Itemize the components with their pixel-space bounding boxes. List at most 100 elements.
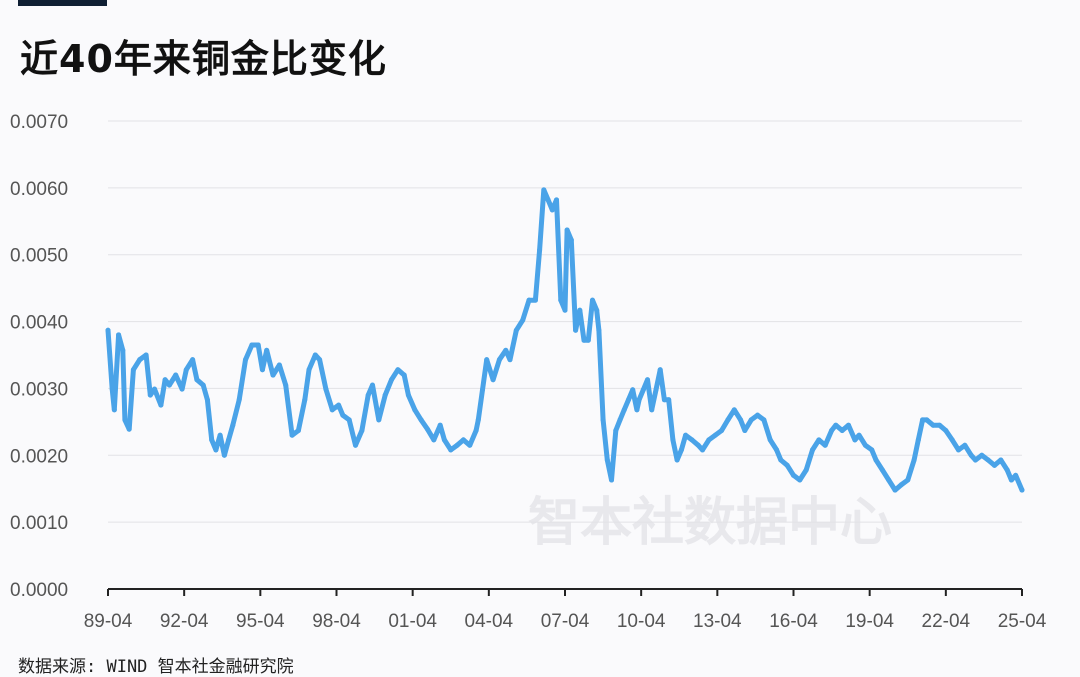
data-point [573,327,579,333]
y-tick-label: 0.0060 [10,179,68,200]
data-point [475,417,481,423]
data-point [810,447,816,453]
data-point [147,392,153,398]
data-point [803,467,809,473]
data-point [289,432,295,438]
data-point [991,462,997,468]
data-point [829,428,835,434]
data-point [109,386,115,392]
data-point [594,307,600,313]
x-tick-label: 95-04 [236,611,285,632]
data-point [230,422,236,428]
data-point [873,457,879,463]
data-point [791,472,796,478]
data-point [943,428,949,434]
data-point [120,347,126,353]
data-point [255,342,261,348]
data-point [460,437,466,443]
data-point [924,417,930,423]
data-point [473,428,479,434]
data-point [689,437,695,443]
data-point [738,417,744,423]
data-point [930,422,936,428]
data-point [158,402,164,408]
x-tick-label: 01-04 [388,611,437,632]
data-point [719,428,725,434]
x-tick-label: 92-04 [160,611,209,632]
data-point [816,437,822,443]
data-point [295,428,301,434]
data-point [484,357,490,363]
data-point [657,367,663,373]
data-point [359,428,365,434]
data-point [526,297,532,303]
data-point [856,432,862,438]
data-point [365,392,371,398]
data-point [401,372,407,378]
data-point [649,407,655,413]
data-point [617,417,623,423]
data-point [317,357,323,363]
data-point [585,337,591,343]
data-point [424,426,430,432]
data-point [972,457,978,463]
data-point [712,432,718,438]
data-point [725,417,731,423]
y-tick-label: 0.0010 [10,513,68,534]
data-point [962,442,968,448]
data-point [968,452,974,458]
data-point [249,342,255,348]
data-point [270,372,276,378]
data-point [323,386,329,392]
data-point [302,397,308,403]
data-point [755,412,761,418]
data-point [122,417,128,423]
data-point [1008,477,1014,483]
data-point [173,372,179,378]
x-tick-label: 22-04 [922,611,971,632]
y-axis-ticks: 0.0000 0.0010 0.0020 0.0030 0.0040 0.0050 0.00… [10,112,68,601]
data-point [369,382,375,388]
data-point [276,362,282,368]
y-tick-label: 0.0070 [10,112,68,133]
data-point [554,197,560,203]
data-point [213,447,219,453]
data-point [376,417,382,423]
data-point [545,197,551,203]
chart-title: 近40年来铜金比变化 [20,37,387,81]
data-point [137,357,143,363]
data-point [731,407,737,413]
data-point [503,347,509,353]
data-point [431,437,437,443]
data-point [532,297,538,303]
data-point [236,397,242,403]
data-point [441,437,447,443]
data-point [936,422,942,428]
data-point [678,447,684,453]
data-point [905,477,911,483]
data-point [653,387,659,393]
data-point [862,442,868,448]
data-point [346,417,352,423]
x-tick-label: 98-04 [312,611,361,632]
data-point [767,437,773,443]
data-point [625,397,631,403]
data-point [604,457,610,463]
data-point [568,237,574,243]
data-point [143,352,149,358]
data-point [283,382,289,388]
data-point [869,447,875,453]
data-point [520,317,526,323]
data-point [706,437,712,443]
data-point [1004,467,1010,473]
data-point [116,332,122,338]
data-point [956,447,962,453]
data-point [1019,487,1025,493]
data-point [541,187,547,193]
data-point [166,382,172,388]
data-point [190,357,196,363]
x-tick-label: 25-04 [998,611,1047,632]
data-point [437,422,443,428]
data-point [640,387,646,393]
